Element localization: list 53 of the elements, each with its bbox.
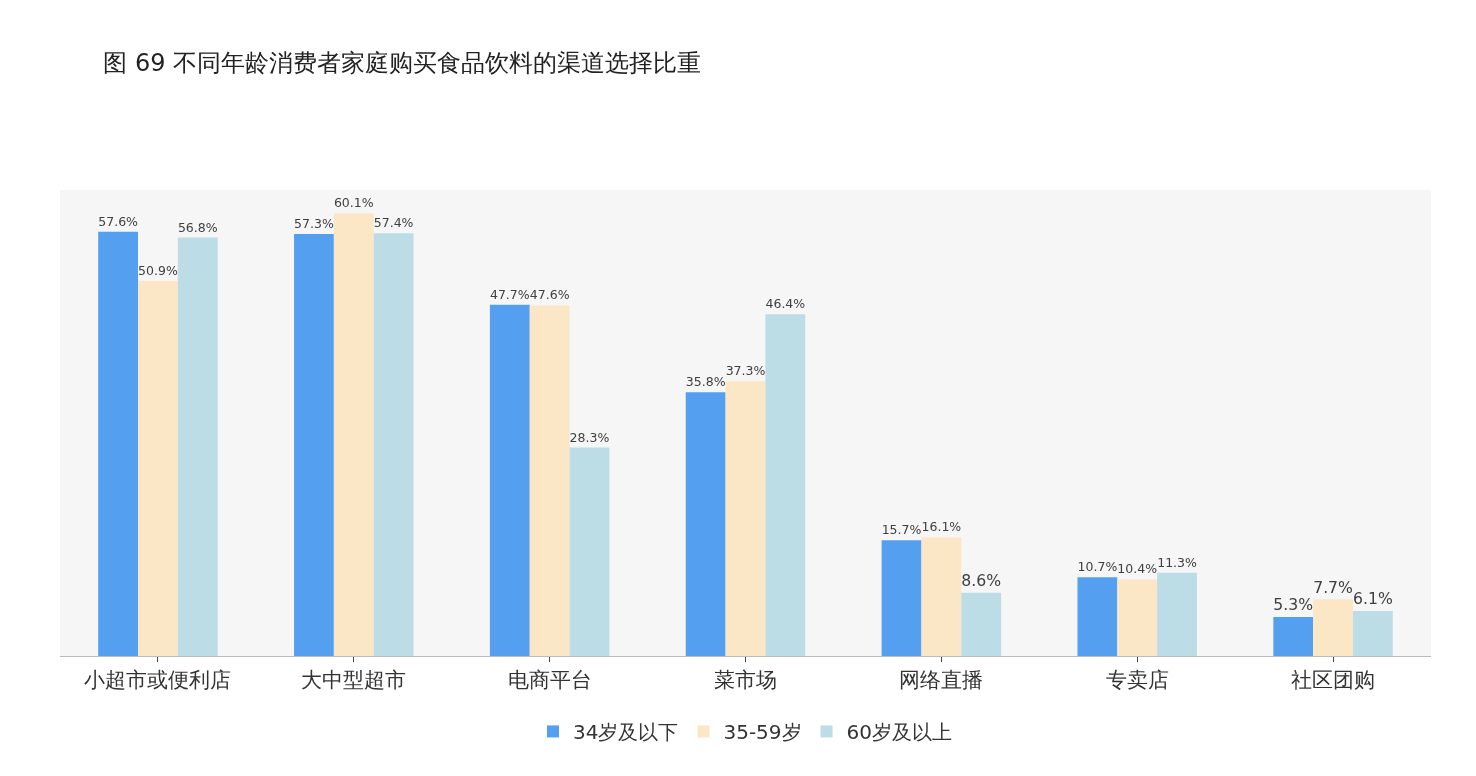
bar xyxy=(1273,616,1314,656)
data-label: 10.7% xyxy=(1077,559,1118,575)
bar xyxy=(138,281,178,656)
data-label: 57.6% xyxy=(98,213,139,229)
legend-label: 60岁及以上 xyxy=(846,720,953,745)
x-tick-label: 社区团购 xyxy=(1291,668,1376,693)
bar xyxy=(177,237,218,656)
data-label: 11.3% xyxy=(1157,554,1198,570)
x-tick-label: 小超市或便利店 xyxy=(84,668,232,693)
data-label: 28.3% xyxy=(569,429,610,445)
bar xyxy=(529,305,570,656)
bar xyxy=(1077,577,1118,656)
x-tick-label: 专卖店 xyxy=(1105,668,1169,693)
bar xyxy=(1117,579,1158,656)
bar xyxy=(294,233,334,656)
bar xyxy=(1313,599,1353,656)
bar xyxy=(1352,611,1393,656)
data-label: 60.1% xyxy=(333,195,374,211)
bar xyxy=(881,540,922,656)
bar xyxy=(98,231,139,656)
bar xyxy=(725,381,766,656)
chart-title: 图 69 不同年龄消费者家庭购买食品饮料的渠道选择比重 xyxy=(103,49,702,78)
data-label: 6.1% xyxy=(1353,589,1393,609)
data-label: 56.8% xyxy=(177,219,218,235)
bar xyxy=(373,233,414,656)
data-label: 5.3% xyxy=(1273,595,1314,615)
bar xyxy=(961,592,1002,656)
data-label: 37.3% xyxy=(725,363,766,379)
x-tick-label: 网络直播 xyxy=(899,668,984,693)
bar xyxy=(765,314,806,656)
bar xyxy=(489,304,530,656)
bar xyxy=(569,447,610,656)
legend-label: 34岁及以下 xyxy=(573,720,679,745)
data-label: 16.1% xyxy=(921,519,962,535)
data-label: 47.7% xyxy=(489,286,530,302)
legend-label: 35-59岁 xyxy=(723,720,802,745)
x-tick-label: 电商平台 xyxy=(507,668,592,693)
data-label: 47.6% xyxy=(529,287,570,303)
data-label: 35.8% xyxy=(685,374,726,390)
data-label: 46.4% xyxy=(765,296,806,312)
data-label: 15.7% xyxy=(881,522,922,538)
bar xyxy=(921,537,962,656)
data-label: 8.6% xyxy=(961,570,1002,590)
x-tick-label: 大中型超市 xyxy=(301,668,407,693)
data-label: 57.3% xyxy=(294,215,334,231)
bar xyxy=(333,213,374,656)
data-label: 57.4% xyxy=(373,215,414,231)
data-label: 10.4% xyxy=(1117,561,1158,577)
data-label: 50.9% xyxy=(138,263,178,279)
bar xyxy=(685,392,726,656)
bar xyxy=(1157,572,1197,656)
data-label: 7.7% xyxy=(1313,577,1354,597)
x-tick-label: 菜市场 xyxy=(714,668,777,693)
